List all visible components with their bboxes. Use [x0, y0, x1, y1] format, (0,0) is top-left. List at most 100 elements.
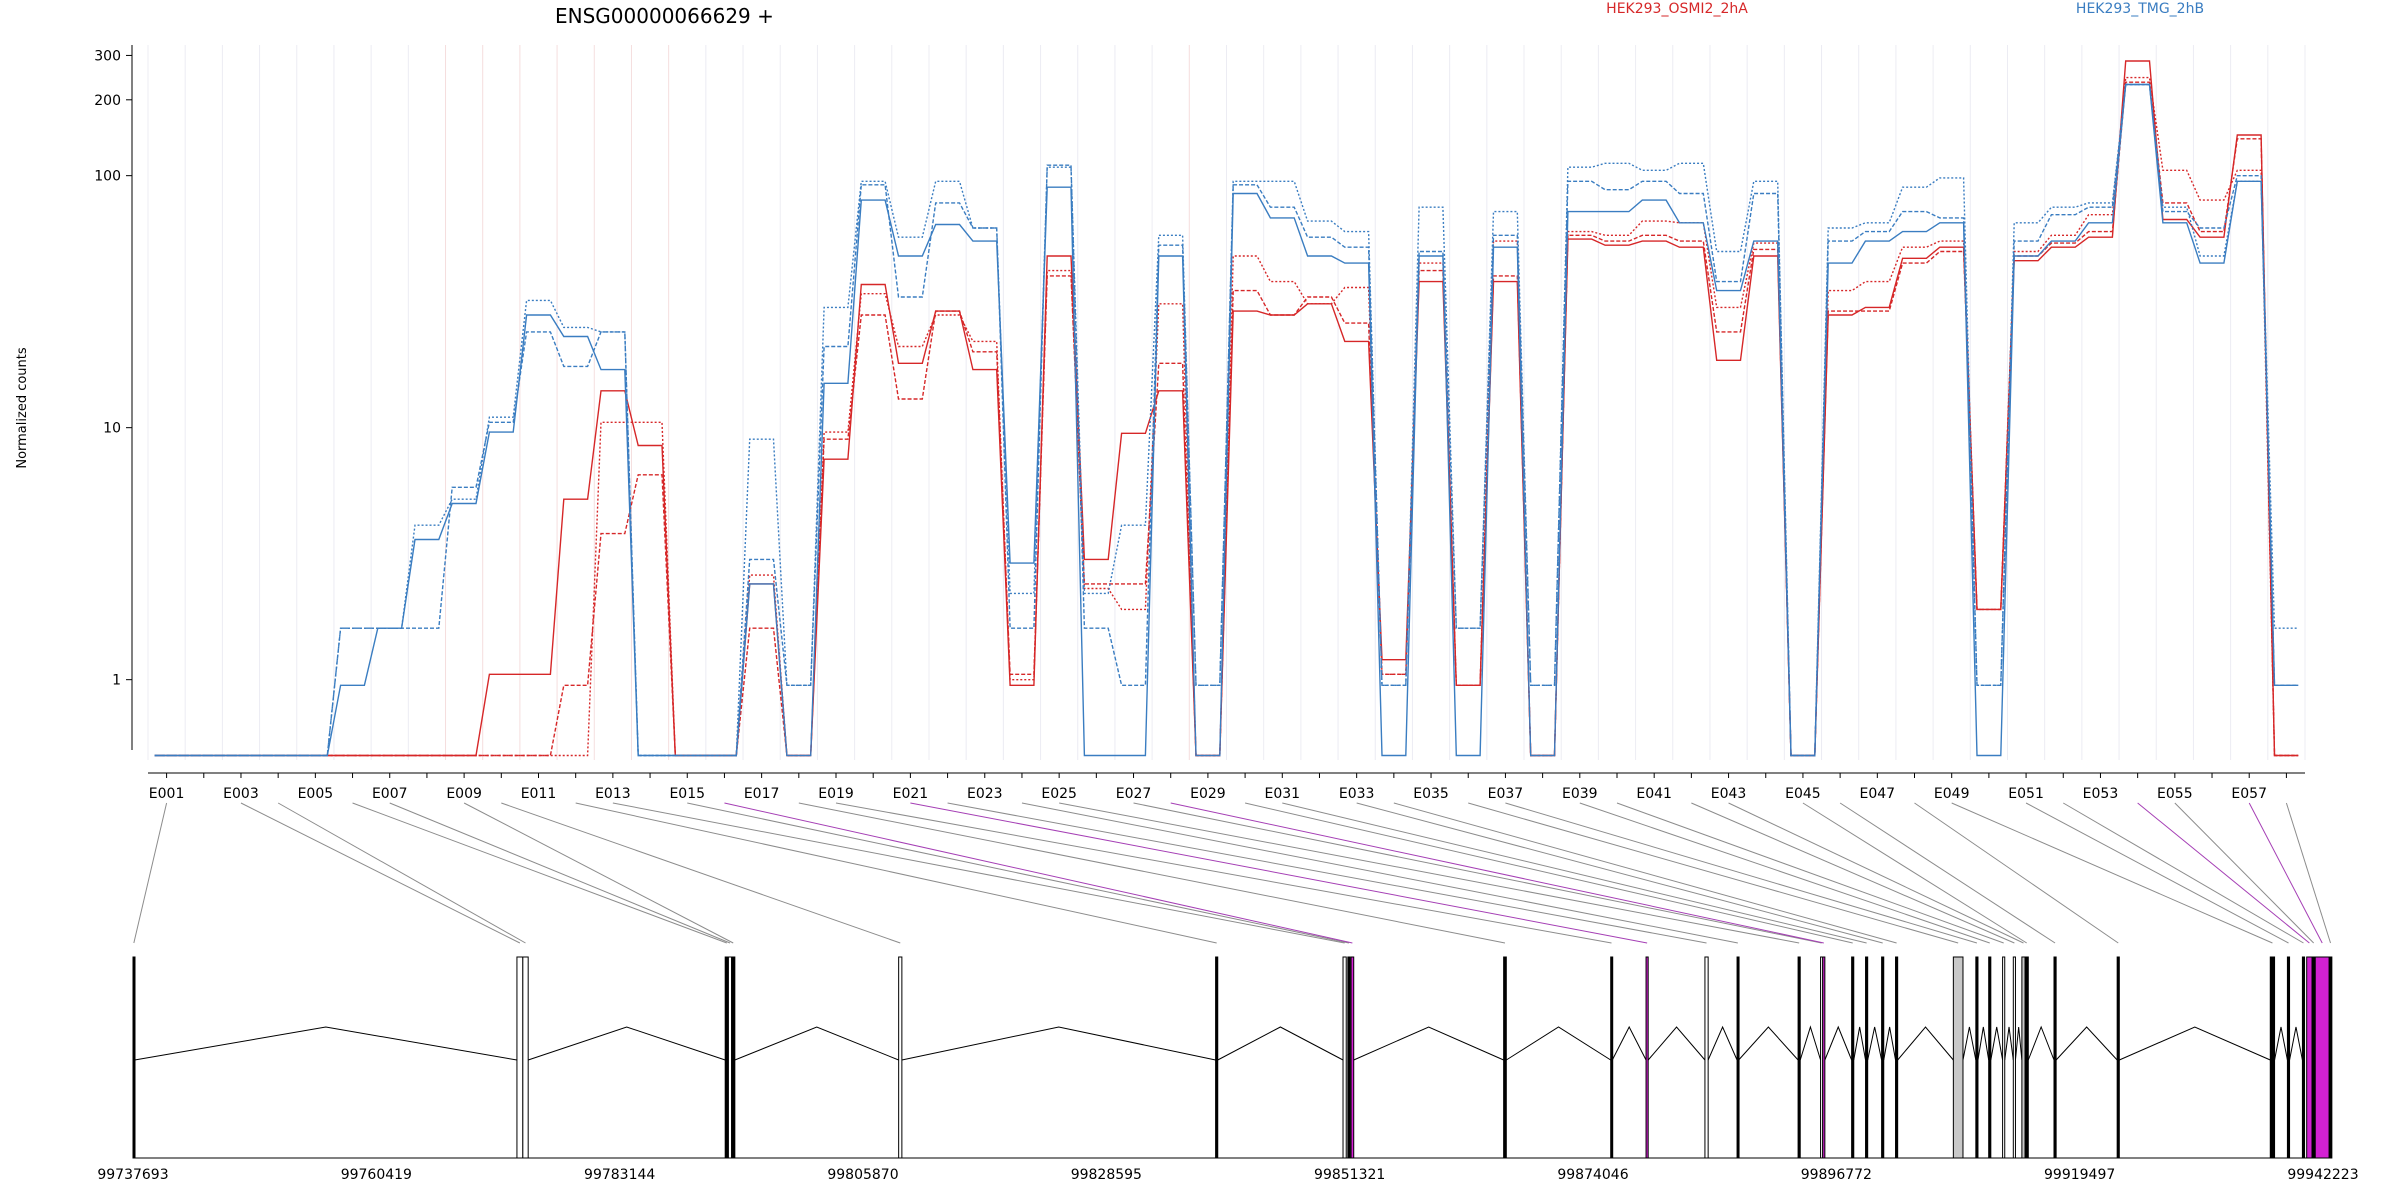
exon-tick-label: E049	[1934, 786, 1970, 802]
exon-block	[2314, 956, 2330, 1159]
coordinate-label: 99874046	[1557, 1167, 1628, 1183]
exon-block	[1704, 956, 1709, 1159]
coordinate-label: 99942223	[2287, 1167, 2358, 1183]
exon-tick-label: E025	[1041, 786, 1077, 802]
exon-tick-label: E031	[1264, 786, 1300, 802]
intron-line	[1217, 1026, 1344, 1061]
exon-block	[1645, 956, 1649, 1159]
exon-link-line	[612, 802, 1345, 944]
exon-link-lines	[133, 802, 2331, 944]
intron-line	[1867, 1026, 1883, 1061]
y-axis: 1 10 100 200 300	[94, 45, 133, 750]
exon-link-line	[133, 802, 168, 944]
exon-tick-label: E023	[967, 786, 1003, 802]
series-line	[154, 83, 2299, 757]
exon-link-line	[1728, 802, 2024, 944]
exon-tick-label: E017	[744, 786, 780, 802]
exon-link-line	[1505, 802, 1978, 944]
intron-line	[1883, 1026, 1897, 1061]
exon-axis: E001 E003 E005 E007 E009 E011 E013 E015 E017 E019…	[148, 772, 2305, 802]
coordinate-label: 99783144	[584, 1167, 655, 1183]
gene-model	[132, 956, 2333, 1159]
intron-line	[2289, 1026, 2303, 1061]
exon-block	[1736, 956, 1740, 1159]
exon-block	[1895, 956, 1899, 1159]
exon-link-line	[1914, 802, 2119, 944]
exon-link-line	[240, 802, 521, 944]
exon-link-line	[2063, 802, 2304, 944]
exon-link-line	[1691, 802, 2015, 944]
y-axis-label: Normalized counts	[15, 347, 30, 469]
y-tick-label: 100	[94, 169, 121, 185]
exon-link-line	[575, 802, 1217, 944]
intron-line	[1853, 1026, 1867, 1061]
y-tick-label: 200	[94, 93, 121, 109]
exon-link-line	[1616, 802, 2004, 944]
intron-line	[1738, 1026, 1799, 1061]
intron-line	[2004, 1026, 2014, 1061]
exon-tick-label: E029	[1190, 786, 1226, 802]
exon-block	[1610, 956, 1614, 1159]
exon-tick-label: E015	[669, 786, 705, 802]
legend-label-tmg: HEK293_TMG_2hB	[2076, 1, 2204, 17]
intron-line	[1707, 1025, 1738, 1061]
exon-block	[1865, 956, 1869, 1159]
exon-tick-label: E039	[1562, 786, 1598, 802]
intron-line	[134, 1026, 518, 1061]
intron-line	[901, 1026, 1216, 1061]
exon-block	[731, 956, 736, 1159]
exon-block	[1822, 956, 1826, 1159]
y-tick-label: 10	[103, 421, 121, 437]
exon-block	[516, 956, 524, 1159]
exon-block	[1215, 956, 1219, 1159]
intron-line	[1990, 1026, 2004, 1061]
exon-link-line	[1951, 802, 2273, 944]
intron-line	[734, 1026, 899, 1061]
series-line	[154, 83, 2299, 757]
exon-block	[1881, 956, 1885, 1159]
exon-tick-label: E037	[1488, 786, 1524, 802]
intron-line	[528, 1026, 726, 1061]
exon-block	[1347, 956, 1351, 1159]
exon-block	[1851, 956, 1855, 1159]
exon-link-line	[1468, 802, 1959, 944]
y-tick-label: 300	[94, 48, 121, 64]
exon-block	[2002, 956, 2006, 1159]
exon-block	[1503, 956, 1507, 1159]
exon-tick-label: E019	[818, 786, 854, 802]
exon-link-line	[501, 802, 901, 944]
exon-link-line	[1579, 802, 1990, 944]
exon-block	[132, 956, 136, 1159]
intron-line	[1506, 1026, 1611, 1061]
exon-link-line	[1133, 802, 1822, 944]
exon-block	[2024, 956, 2029, 1159]
exon-link-line	[1356, 802, 1883, 944]
exon-block	[1797, 956, 1801, 1159]
exon-link-line	[277, 802, 526, 944]
exon-link-line	[1059, 802, 1800, 944]
intron-line	[1353, 1026, 1504, 1061]
exon-tick-label: E033	[1339, 786, 1375, 802]
intron-line	[1824, 1025, 1853, 1061]
exon-tick-label: E027	[1116, 786, 1152, 802]
exon-tick-label: E051	[2008, 786, 2044, 802]
exon-block	[1988, 956, 1992, 1159]
exon-link-line	[1170, 802, 1824, 944]
exon-link-line	[352, 802, 727, 944]
series-line	[154, 76, 2299, 757]
coordinate-label: 99760419	[341, 1167, 412, 1183]
y-tick-label: 1	[112, 673, 121, 689]
exon-block	[1975, 956, 1979, 1159]
intron-line	[1647, 1026, 1706, 1061]
exon-link-line	[1244, 802, 1853, 944]
coordinate-label: 99896772	[1801, 1167, 1872, 1183]
intron-line	[1799, 1025, 1822, 1061]
exon-block	[2306, 956, 2313, 1159]
exon-link-line	[798, 802, 1506, 944]
exon-link-line	[2025, 802, 2289, 944]
exon-block	[2328, 956, 2333, 1159]
intron-line	[1611, 1025, 1647, 1061]
exon-tick-label: E053	[2083, 786, 2119, 802]
exon-tick-label: E045	[1785, 786, 1821, 802]
exon-link-line	[2174, 802, 2315, 944]
